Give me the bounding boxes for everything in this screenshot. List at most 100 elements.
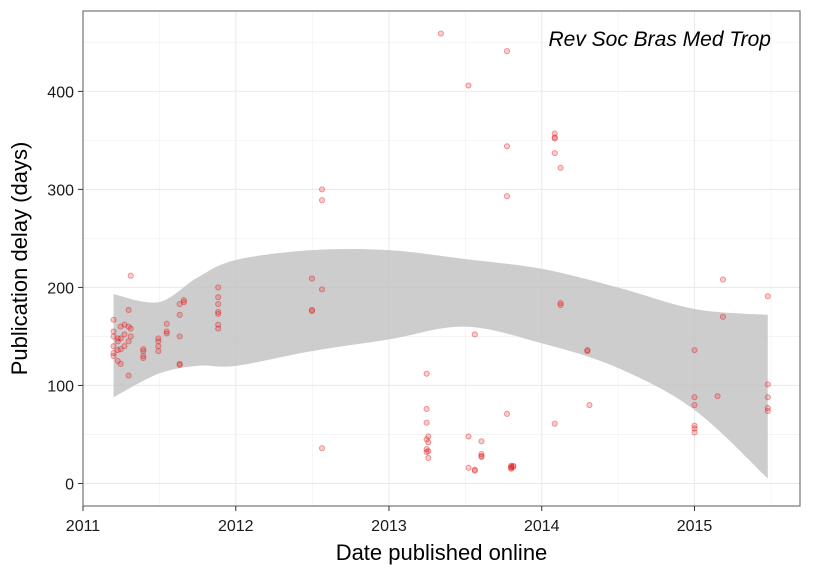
data-point	[117, 323, 124, 330]
data-point	[110, 350, 117, 357]
data-point	[215, 294, 222, 301]
data-point	[425, 439, 432, 446]
data-point	[503, 143, 511, 150]
data-point	[551, 130, 558, 137]
data-point	[764, 381, 771, 388]
data-point	[510, 462, 517, 469]
data-point	[465, 82, 472, 89]
data-point	[180, 297, 187, 304]
y-axis: 0 100 200 300 400	[47, 84, 83, 493]
data-point	[318, 197, 326, 204]
data-point	[551, 135, 558, 142]
data-points	[110, 30, 771, 474]
data-point	[176, 301, 183, 308]
data-point	[125, 323, 132, 330]
data-point	[691, 425, 698, 432]
data-point	[557, 300, 564, 307]
data-point	[557, 302, 564, 309]
data-point	[140, 354, 147, 362]
data-point	[586, 401, 593, 409]
data-point	[551, 420, 558, 427]
data-point	[163, 320, 170, 327]
data-point	[110, 352, 117, 360]
x-axis-title: Date published online	[336, 540, 548, 565]
confidence-band	[113, 249, 768, 479]
data-point	[110, 316, 117, 323]
data-point	[423, 405, 430, 413]
data-point	[584, 348, 591, 355]
data-point	[110, 333, 117, 340]
data-point	[121, 321, 128, 328]
data-point	[471, 466, 478, 473]
y-tick-label: 0	[65, 476, 74, 493]
data-point	[176, 360, 183, 367]
y-tick-label: 200	[47, 280, 74, 297]
data-point	[478, 453, 485, 461]
data-point	[714, 393, 721, 400]
data-point	[155, 343, 162, 350]
data-point	[176, 361, 183, 368]
data-point	[308, 306, 316, 314]
data-point	[121, 331, 128, 338]
data-point	[117, 335, 124, 342]
x-tick-label: 2012	[218, 518, 254, 535]
data-point	[114, 335, 121, 342]
data-point	[691, 422, 698, 429]
data-point	[121, 343, 128, 350]
y-tick-label: 400	[47, 84, 74, 101]
data-point	[215, 284, 222, 291]
data-point	[155, 335, 162, 342]
data-point	[425, 454, 432, 462]
data-point	[127, 333, 134, 340]
data-point	[503, 193, 511, 200]
data-point	[508, 465, 515, 472]
y-axis-title: Publication delay (days)	[7, 142, 32, 376]
data-point	[557, 164, 564, 171]
data-point	[437, 30, 444, 37]
data-point	[465, 464, 472, 471]
data-point	[503, 410, 511, 417]
data-point	[176, 311, 183, 318]
data-point	[110, 343, 117, 350]
data-point	[508, 463, 515, 470]
data-point	[163, 328, 170, 335]
plot-panel-border	[82, 10, 801, 507]
data-point	[127, 272, 134, 279]
data-point	[215, 321, 222, 328]
data-point	[551, 134, 558, 141]
x-tick-label: 2014	[524, 518, 560, 535]
data-point	[176, 333, 183, 340]
data-point	[318, 186, 326, 193]
data-point	[127, 325, 134, 332]
data-point	[691, 347, 698, 354]
x-tick-label: 2015	[677, 518, 713, 535]
data-point	[423, 370, 430, 377]
data-point	[125, 338, 132, 345]
data-point	[308, 307, 316, 314]
data-point	[510, 463, 517, 470]
data-point	[110, 328, 117, 335]
data-point	[215, 310, 222, 317]
data-point	[584, 347, 591, 354]
data-point	[125, 372, 132, 379]
data-point	[215, 308, 222, 315]
data-point	[114, 347, 121, 354]
data-point	[318, 445, 326, 452]
data-point	[471, 467, 478, 474]
data-point	[764, 293, 771, 300]
data-point	[140, 352, 147, 360]
data-point	[471, 331, 478, 338]
x-tick-label: 2011	[66, 518, 101, 535]
x-axis: 2011 2012 2013 2014 2015	[66, 506, 713, 535]
data-point	[125, 306, 132, 314]
data-point	[180, 299, 187, 306]
data-point	[719, 313, 727, 320]
data-point	[117, 360, 124, 367]
data-point	[423, 419, 430, 426]
data-point	[764, 407, 771, 414]
data-point	[117, 346, 124, 353]
data-point	[425, 433, 432, 440]
data-point	[551, 150, 558, 157]
data-point	[318, 286, 326, 293]
